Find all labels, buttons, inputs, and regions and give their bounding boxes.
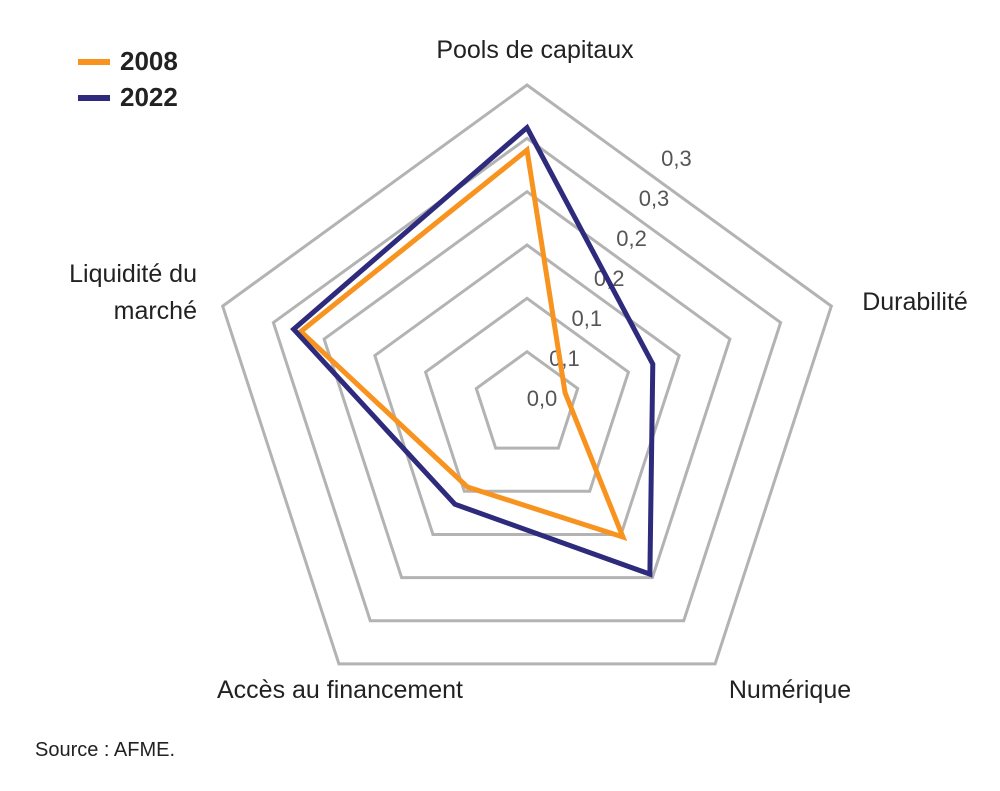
r-tick-label: 0,0 (527, 386, 558, 411)
grid-ring (271, 136, 783, 623)
series-line (290, 123, 656, 578)
grid-ring (373, 243, 681, 536)
series-line (296, 145, 628, 542)
r-tick-label: 0,2 (616, 226, 647, 251)
axis-label: Liquidité du marché (69, 260, 197, 325)
r-tick-label: 0,3 (661, 146, 692, 171)
axis-label: Pools de capitaux (436, 36, 634, 64)
axis-label: Accès au financement (217, 676, 463, 704)
axis-label: Numérique (728, 676, 852, 704)
legend-label: 2008 (120, 46, 178, 76)
r-tick-label: 0,3 (639, 186, 670, 211)
grid-ring (322, 189, 732, 580)
r-tick-label: 0,1 (549, 346, 580, 371)
grid-ring (474, 349, 580, 450)
r-tick-label: 0,1 (572, 306, 603, 331)
grid-ring (220, 83, 834, 666)
axis-label: Durabilité (862, 288, 968, 316)
source-note: Source : AFME. (35, 739, 176, 761)
legend-label: 2022 (120, 82, 178, 112)
grid-ring (423, 296, 631, 493)
